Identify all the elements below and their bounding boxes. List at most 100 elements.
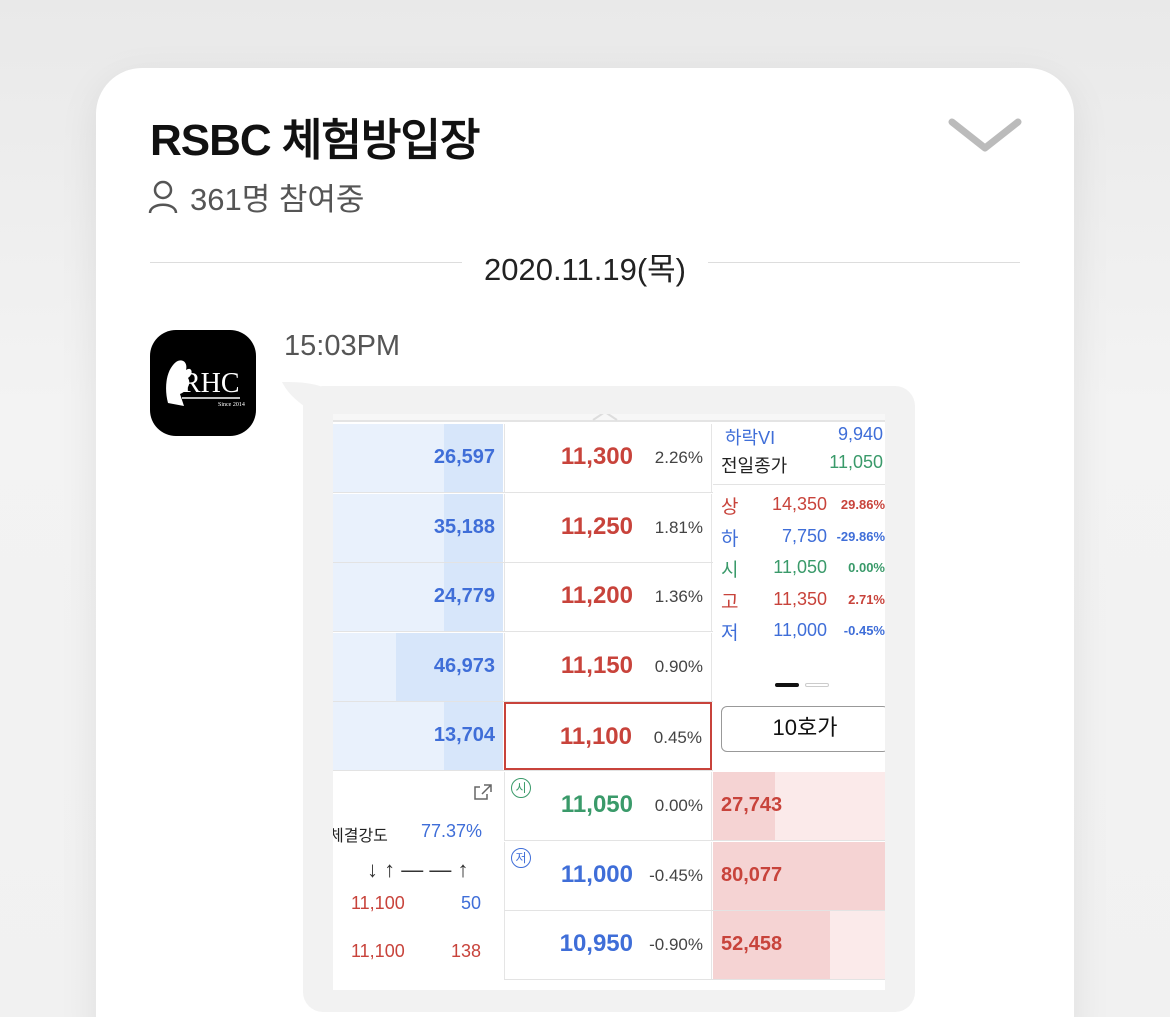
price-cell[interactable]: 11,250 1.81% xyxy=(504,493,712,562)
page-indicator-active xyxy=(775,683,799,687)
stat-pct: 29.86% xyxy=(840,497,885,512)
person-icon xyxy=(148,180,178,213)
chat-room-card: RSBC 체험방입장 361명 참여중 2020.11.19(목) RHC Si… xyxy=(96,68,1074,1017)
price: 11,000 xyxy=(560,860,633,888)
strength-value: 77.37% xyxy=(421,821,483,841)
stat-value: 11,050 xyxy=(773,557,827,577)
orderbook-screenshot[interactable]: 26,597 11,300 2.26% 35,188 11,250 1.81% … xyxy=(333,414,885,990)
sell-row[interactable]: 24,779 11,200 1.36% xyxy=(333,563,885,632)
change-pct: 2.26% xyxy=(654,448,703,467)
stat-pct: -29.86% xyxy=(836,528,885,544)
stat-label: 저 xyxy=(721,623,739,644)
sell-row[interactable]: 26,597 11,300 2.26% xyxy=(333,424,885,493)
chevron-down-icon[interactable] xyxy=(948,116,1022,156)
stat-row: 시 11,050 0.00% xyxy=(713,553,885,583)
stat-label: 고 xyxy=(721,591,739,613)
change-pct: -0.45% xyxy=(649,865,703,885)
sell-volume-cell: 35,188 xyxy=(333,493,503,562)
row-divider xyxy=(333,561,713,563)
tick-price: 11,100 xyxy=(351,893,405,913)
message-time: 15:03PM xyxy=(284,330,401,362)
collapse-up-icon xyxy=(592,414,618,421)
buy-volume-cell: 80,077 xyxy=(713,841,885,910)
stat-label: 상 xyxy=(721,497,739,518)
price-cell[interactable]: 11,200 1.36% xyxy=(504,563,712,631)
rhc-logo-icon: RHC Since 2014 xyxy=(166,360,245,408)
sender-avatar[interactable]: RHC Since 2014 xyxy=(150,330,256,436)
sell-volume: 24,779 xyxy=(433,585,495,607)
price: 11,150 xyxy=(560,651,633,679)
tick-arrows: ↓ ↑ — — ↑ xyxy=(367,857,469,882)
row-divider xyxy=(333,700,713,702)
row-divider xyxy=(333,492,713,493)
buy-row[interactable]: 10,950 -0.90% 52,458 xyxy=(333,911,885,980)
price-cell[interactable]: 11,100 0.45% xyxy=(504,702,712,770)
trade-panel: 체결강도 77.37% ↓ ↑ — — ↑ 11,100 50 11,100 1… xyxy=(333,771,503,990)
volume-bar xyxy=(396,632,503,701)
prev-close-value: 11,050 xyxy=(829,452,883,472)
stat-row: 저 11,000 -0.45% xyxy=(713,616,885,646)
change-pct: 1.36% xyxy=(654,587,703,606)
room-title: RSBC 체험방입장 xyxy=(150,116,480,165)
stat-pct: -0.45% xyxy=(843,623,885,638)
stat-value: 11,350 xyxy=(773,588,827,609)
change-pct: 1.81% xyxy=(654,517,703,537)
sell-row[interactable]: 35,188 11,250 1.81% xyxy=(333,493,885,563)
buy-volume-cell: 52,458 xyxy=(713,911,885,979)
participants-row: 361명 참여중 xyxy=(148,174,364,219)
sell-volume-cell: 26,597 xyxy=(333,424,503,492)
price-cell[interactable]: 11,150 0.90% xyxy=(504,632,712,701)
price-cell[interactable]: 11,300 2.26% xyxy=(504,424,712,492)
buy-volume: 80,077 xyxy=(721,863,783,886)
row-divider xyxy=(504,909,885,911)
row-divider xyxy=(504,840,885,841)
price-tag-icon: 저 xyxy=(511,847,531,868)
sell-volume-cell: 13,704 xyxy=(333,702,503,770)
change-pct: 0.90% xyxy=(654,656,703,676)
volume-bar xyxy=(713,772,775,840)
price: 11,300 xyxy=(560,443,633,470)
external-link-icon[interactable] xyxy=(473,783,493,801)
sell-volume: 46,973 xyxy=(433,654,495,677)
date-divider: 2020.11.19(목) xyxy=(150,240,1020,287)
sell-volume-cell: 24,779 xyxy=(333,563,503,631)
stat-pct: 2.71% xyxy=(848,591,885,607)
sell-row[interactable]: 46,973 11,150 0.90% xyxy=(333,632,885,702)
stat-value: 7,750 xyxy=(781,525,827,546)
page-indicator xyxy=(805,683,829,687)
volume-bar xyxy=(444,702,503,770)
stat-value: 11,000 xyxy=(773,620,827,640)
stat-label: 시 xyxy=(721,560,739,581)
buy-volume: 27,743 xyxy=(721,794,783,816)
sell-row[interactable]: 13,704 11,100 0.45% xyxy=(333,702,885,771)
ten-hoga-button[interactable]: 10호가 xyxy=(721,706,885,752)
stat-row: 상 14,350 29.86% xyxy=(713,490,885,520)
tick-price: 11,100 xyxy=(351,941,405,961)
change-pct: 0.45% xyxy=(653,728,702,747)
price-cell[interactable]: 10,950 -0.90% xyxy=(504,911,712,979)
price: 11,050 xyxy=(560,791,633,818)
buy-volume-cell: 27,743 xyxy=(713,772,885,840)
vi-value: 9,940 xyxy=(837,424,883,444)
sell-volume: 35,188 xyxy=(433,515,495,538)
stock-info-panel: 하락VI 9,940 전일종가 11,050 상 14,350 29.86% 하 … xyxy=(713,422,885,772)
participant-count: 361명 참여중 xyxy=(190,182,365,217)
buy-row[interactable]: 저 11,000 -0.45% 80,077 xyxy=(333,841,885,911)
sell-volume: 26,597 xyxy=(433,446,495,468)
row-divider xyxy=(504,979,885,980)
volume-bar xyxy=(444,424,503,492)
sell-volume: 13,704 xyxy=(433,724,495,746)
change-pct: -0.90% xyxy=(649,935,703,954)
price-cell[interactable]: 시 11,050 0.00% xyxy=(504,772,712,840)
row-divider xyxy=(333,631,713,632)
tick-qty: 138 xyxy=(451,941,482,961)
date-label: 2020.11.19(목) xyxy=(483,252,687,287)
stat-row: 고 11,350 2.71% xyxy=(713,585,885,615)
stat-row: 하 7,750 -29.86% xyxy=(713,522,885,552)
buy-row[interactable]: 시 11,050 0.00% 27,743 xyxy=(333,772,885,841)
svg-text:Since 2014: Since 2014 xyxy=(218,402,245,408)
volume-bar xyxy=(713,911,830,979)
buy-volume: 52,458 xyxy=(721,933,783,955)
volume-bar xyxy=(444,493,503,562)
price-cell[interactable]: 저 11,000 -0.45% xyxy=(504,841,712,910)
